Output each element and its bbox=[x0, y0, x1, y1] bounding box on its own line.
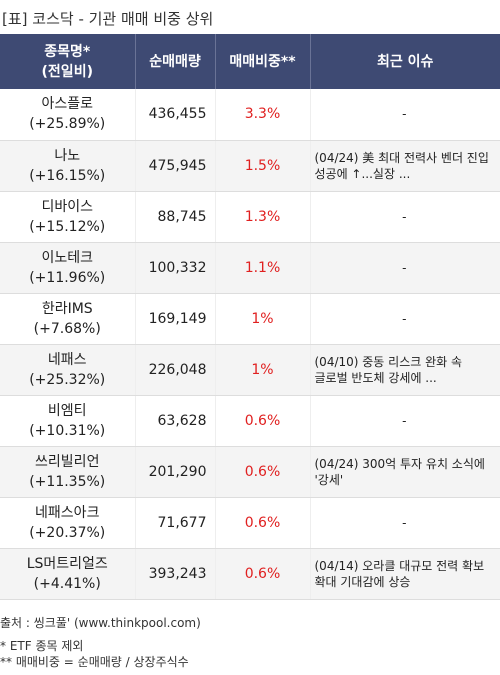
footnote-etf: * ETF 종목 제외 bbox=[0, 639, 84, 653]
trade-ratio: 1% bbox=[215, 293, 311, 345]
stock-change: (+25.89%) bbox=[29, 116, 106, 133]
stock-change: (+11.96%) bbox=[29, 269, 106, 286]
recent-issue[interactable]: (04/14) 오라클 대규모 전력 확보 확대 기대감에 상승 bbox=[314, 558, 485, 589]
stock-change: (+10.31%) bbox=[29, 422, 106, 439]
recent-issue-cell: - bbox=[310, 191, 500, 243]
stock-name: 디바이스 bbox=[41, 198, 94, 215]
stock-name-cell: 네패스 (+25.32%) bbox=[0, 344, 136, 396]
header-name-line2: (전일비) bbox=[41, 63, 93, 80]
table-row: 쓰리빌리언 (+11.35%) 201,290 0.6% (04/24) 300억 투자… bbox=[0, 446, 500, 498]
stock-name: 한라IMS bbox=[41, 300, 93, 317]
net-volume: 71,677 bbox=[135, 497, 216, 549]
trade-ratio: 0.6% bbox=[215, 395, 311, 447]
stock-name-cell: LS머트리얼즈 (+4.41%) bbox=[0, 548, 136, 600]
recent-issue[interactable]: (04/24) 300억 투자 유치 소식에 '강세' bbox=[314, 456, 485, 487]
recent-issue-cell: (04/24) 300억 투자 유치 소식에 '강세' bbox=[310, 446, 500, 498]
net-volume: 436,455 bbox=[135, 89, 216, 141]
stock-name-cell: 네패스아크 (+20.37%) bbox=[0, 497, 136, 549]
recent-issue-cell: (04/14) 오라클 대규모 전력 확보 확대 기대감에 상승 bbox=[310, 548, 500, 600]
recent-issue: - bbox=[402, 260, 407, 275]
header-name-line1: 종목명* bbox=[44, 43, 91, 60]
stock-name: LS머트리얼즈 bbox=[26, 555, 108, 572]
recent-issue-cell: - bbox=[310, 293, 500, 345]
stock-name: 비엠티 bbox=[47, 402, 87, 419]
stock-change: (+20.37%) bbox=[29, 524, 106, 541]
footnote-ratio: ** 매매비중 = 순매매량 / 상장주식수 bbox=[0, 655, 189, 669]
net-volume: 201,290 bbox=[135, 446, 216, 498]
header-trade-ratio: 매매비중** bbox=[215, 34, 311, 89]
recent-issue: - bbox=[402, 311, 407, 326]
stock-name: 네패스아크 bbox=[35, 504, 100, 521]
recent-issue-cell: - bbox=[310, 242, 500, 294]
net-volume: 226,048 bbox=[135, 344, 216, 396]
table-row: 비엠티 (+10.31%) 63,628 0.6% - bbox=[0, 395, 500, 447]
recent-issue-cell: (04/10) 중동 리스크 완화 속 글로벌 반도체 강세에 ... bbox=[310, 344, 500, 396]
table-row: 디바이스 (+15.12%) 88,745 1.3% - bbox=[0, 191, 500, 243]
net-volume: 393,243 bbox=[135, 548, 216, 600]
stock-change: (+4.41%) bbox=[33, 575, 101, 592]
net-volume: 63,628 bbox=[135, 395, 216, 447]
stock-name: 쓰리빌리언 bbox=[35, 453, 100, 470]
net-volume: 169,149 bbox=[135, 293, 216, 345]
stock-name-cell: 나노 (+16.15%) bbox=[0, 140, 136, 192]
header-stock-name: 종목명* (전일비) bbox=[0, 34, 136, 89]
table-row: 한라IMS (+7.68%) 169,149 1% - bbox=[0, 293, 500, 345]
trade-ratio: 0.6% bbox=[215, 446, 311, 498]
header-recent-issue: 최근 이슈 bbox=[310, 34, 500, 89]
recent-issue: - bbox=[402, 107, 407, 122]
table-row: 아스플로 (+25.89%) 436,455 3.3% - bbox=[0, 89, 500, 141]
recent-issue: - bbox=[402, 209, 407, 224]
trade-ratio: 0.6% bbox=[215, 548, 311, 600]
institution-trading-table: 종목명* (전일비) 순매매량 매매비중** 최근 이슈 아스플로 (+25.89… bbox=[0, 34, 500, 600]
trade-ratio: 0.6% bbox=[215, 497, 311, 549]
stock-change: (+16.15%) bbox=[29, 167, 106, 184]
trade-ratio: 1.5% bbox=[215, 140, 311, 192]
recent-issue-cell: - bbox=[310, 497, 500, 549]
net-volume: 88,745 bbox=[135, 191, 216, 243]
stock-name-cell: 아스플로 (+25.89%) bbox=[0, 89, 136, 141]
table-row: 네패스 (+25.32%) 226,048 1% (04/10) 중동 리스크 완화 속… bbox=[0, 344, 500, 396]
recent-issue: - bbox=[402, 515, 407, 530]
table-row: 나노 (+16.15%) 475,945 1.5% (04/24) 美 최대 전력사 벤… bbox=[0, 140, 500, 192]
trade-ratio: 3.3% bbox=[215, 89, 311, 141]
recent-issue[interactable]: (04/24) 美 최대 전력사 벤더 진입 성공에 ↑...실장 ... bbox=[314, 150, 489, 181]
stock-change: (+15.12%) bbox=[29, 218, 106, 235]
stock-change: (+7.68%) bbox=[33, 320, 101, 337]
recent-issue-cell: - bbox=[310, 89, 500, 141]
table-row: LS머트리얼즈 (+4.41%) 393,243 0.6% (04/14) 오라클 대규… bbox=[0, 548, 500, 600]
stock-name: 이노테크 bbox=[41, 249, 94, 266]
recent-issue-cell: - bbox=[310, 395, 500, 447]
stock-name: 네패스 bbox=[47, 351, 87, 368]
stock-change: (+25.32%) bbox=[29, 371, 106, 388]
trade-ratio: 1.3% bbox=[215, 191, 311, 243]
trade-ratio: 1% bbox=[215, 344, 311, 396]
stock-name-cell: 쓰리빌리언 (+11.35%) bbox=[0, 446, 136, 498]
page-title: [표] 코스닥 - 기관 매매 비중 상위 bbox=[2, 10, 214, 28]
stock-change: (+11.35%) bbox=[29, 473, 106, 490]
net-volume: 100,332 bbox=[135, 242, 216, 294]
table-row: 이노테크 (+11.96%) 100,332 1.1% - bbox=[0, 242, 500, 294]
recent-issue-cell: (04/24) 美 최대 전력사 벤더 진입 성공에 ↑...실장 ... bbox=[310, 140, 500, 192]
stock-name-cell: 한라IMS (+7.68%) bbox=[0, 293, 136, 345]
stock-name-cell: 이노테크 (+11.96%) bbox=[0, 242, 136, 294]
trade-ratio: 1.1% bbox=[215, 242, 311, 294]
recent-issue[interactable]: (04/10) 중동 리스크 완화 속 글로벌 반도체 강세에 ... bbox=[314, 354, 463, 385]
net-volume: 475,945 bbox=[135, 140, 216, 192]
recent-issue: - bbox=[402, 413, 407, 428]
source-note: 출처 : 씽크풀' (www.thinkpool.com) bbox=[0, 616, 201, 630]
header-net-volume: 순매매량 bbox=[135, 34, 216, 89]
stock-name-cell: 디바이스 (+15.12%) bbox=[0, 191, 136, 243]
table-header-row: 종목명* (전일비) 순매매량 매매비중** 최근 이슈 bbox=[0, 34, 500, 89]
table-row: 네패스아크 (+20.37%) 71,677 0.6% - bbox=[0, 497, 500, 549]
stock-name: 나노 bbox=[54, 147, 81, 164]
stock-name-cell: 비엠티 (+10.31%) bbox=[0, 395, 136, 447]
stock-name: 아스플로 bbox=[41, 96, 94, 113]
